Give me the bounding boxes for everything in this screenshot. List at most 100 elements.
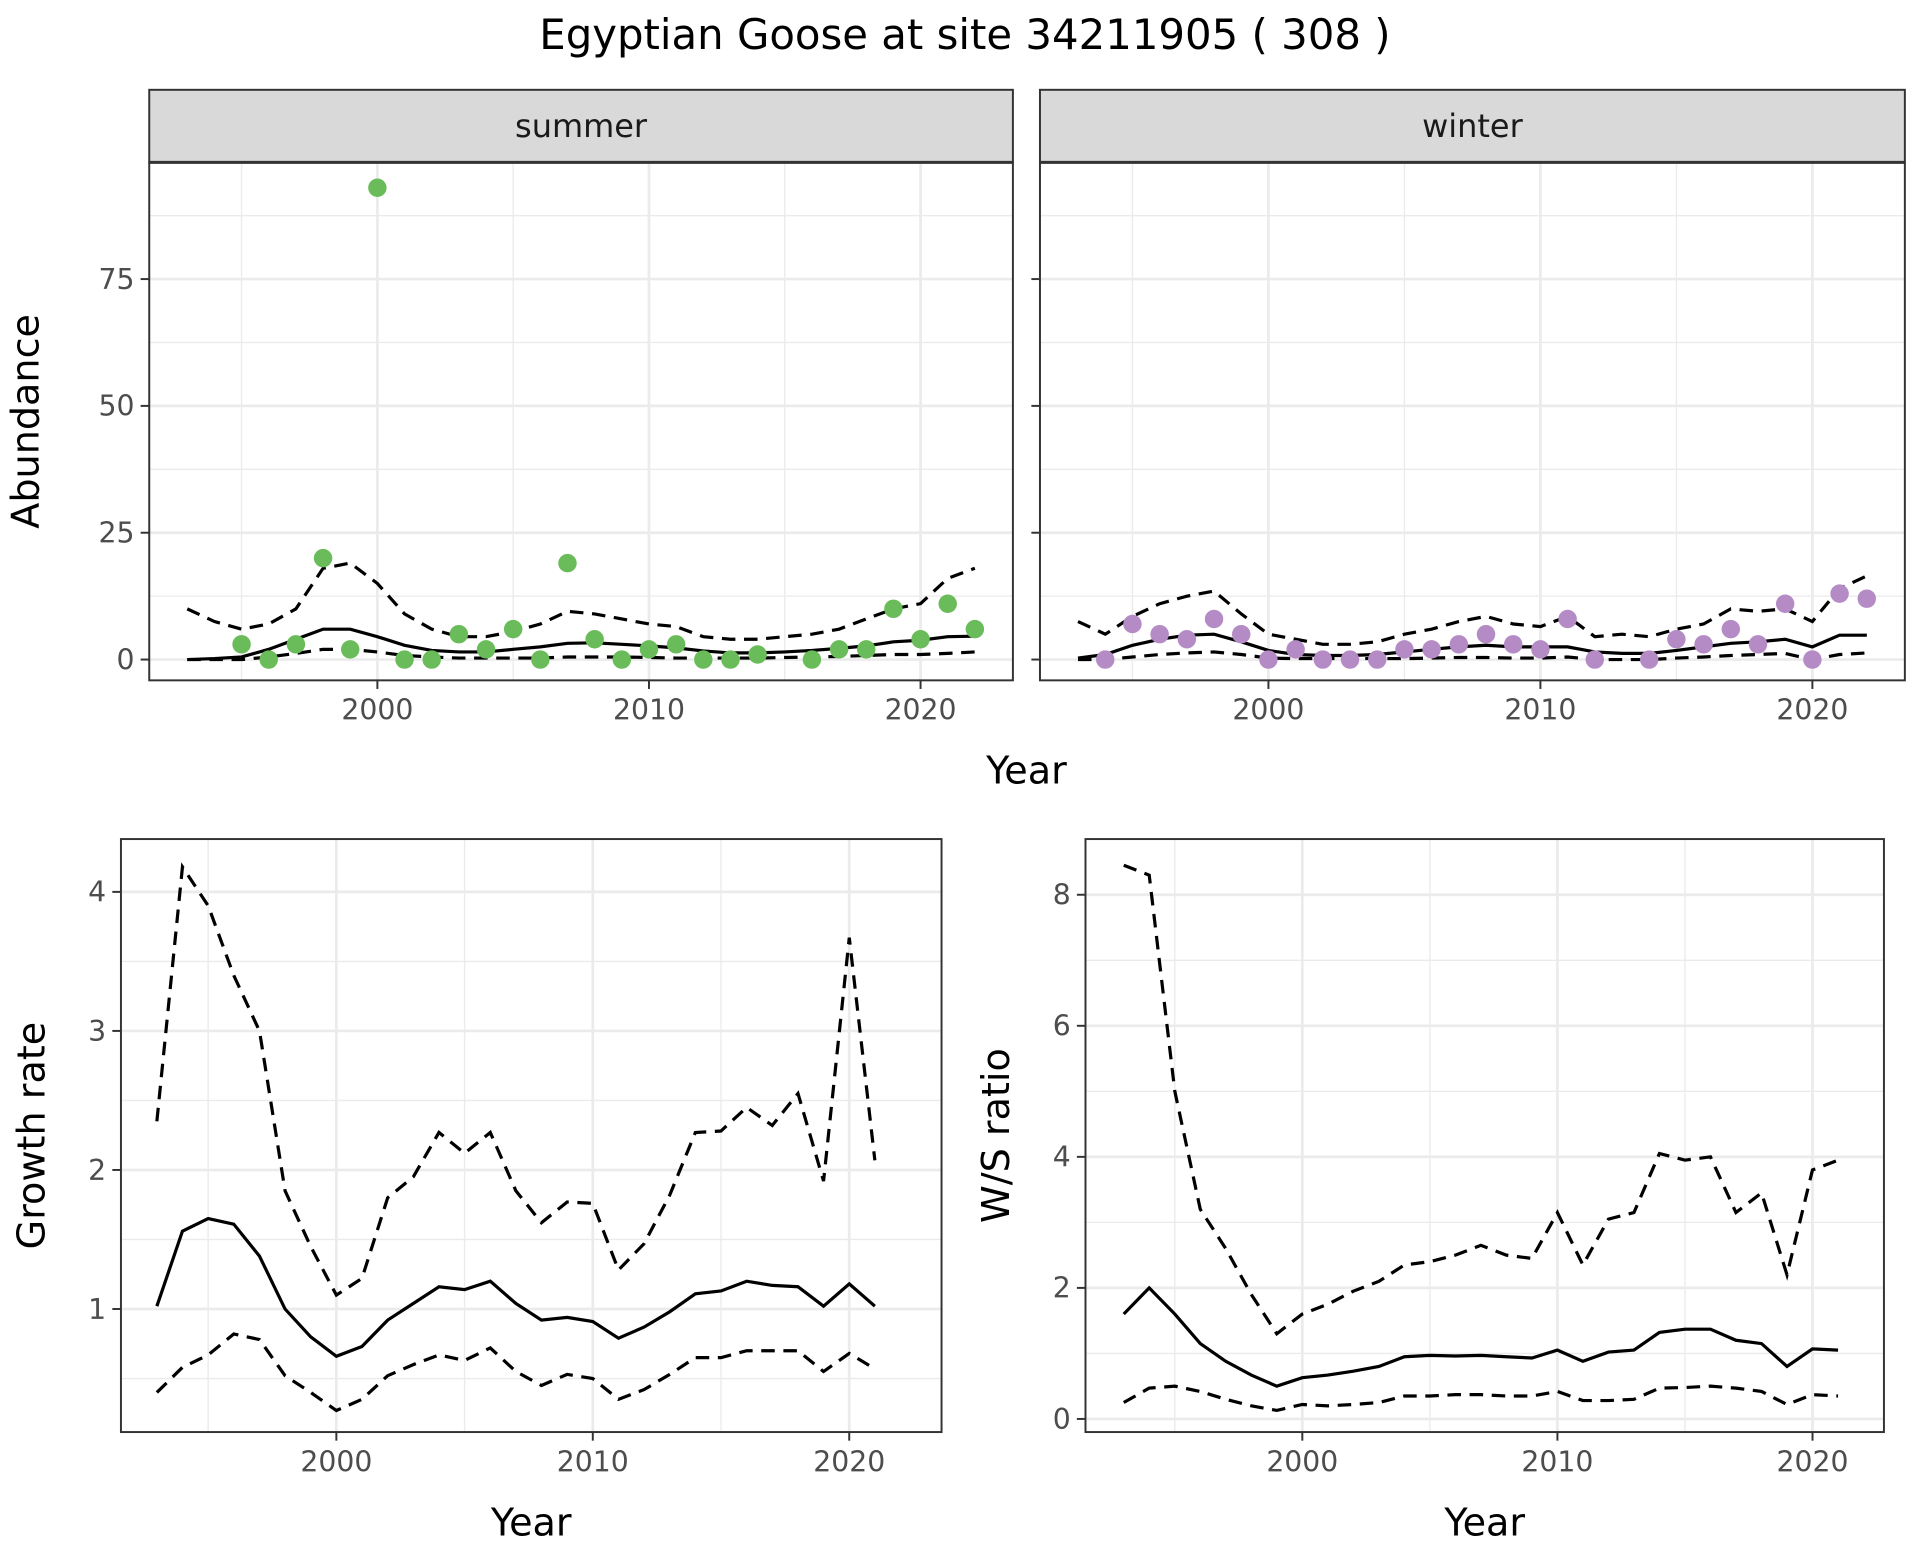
plot-background xyxy=(120,839,942,1433)
data-point xyxy=(1476,624,1496,644)
data-point xyxy=(1694,635,1713,654)
data-point xyxy=(612,650,632,669)
data-point xyxy=(1639,650,1659,669)
data-point xyxy=(1340,650,1360,669)
fit-line xyxy=(1122,1285,1839,1388)
data-point xyxy=(1259,650,1278,669)
y-tick-label: 2 xyxy=(88,1154,106,1187)
data-point xyxy=(1177,630,1197,649)
upper-bound-line xyxy=(1123,863,1839,1337)
data-point xyxy=(1585,650,1605,669)
y-tick-label: 0 xyxy=(1053,1403,1071,1436)
data-point xyxy=(884,599,903,619)
panel-border xyxy=(1084,838,1885,1434)
plot-background xyxy=(149,162,1013,681)
upper-bound-line xyxy=(186,561,976,641)
facet-strip xyxy=(1038,88,1906,164)
data-point xyxy=(259,650,278,669)
data-point xyxy=(449,624,469,644)
data-point xyxy=(938,594,957,613)
x-tick-label: 2020 xyxy=(1777,1445,1849,1478)
x-tick-label: 2010 xyxy=(1504,694,1576,727)
figure-title: Egyptian Goose at site 34211905 ( 308 ) xyxy=(539,10,1390,59)
x-tick-label: 2000 xyxy=(1266,1445,1338,1478)
y-tick-label: 75 xyxy=(98,263,134,296)
data-point xyxy=(965,619,985,639)
upper-bound-line xyxy=(155,862,877,1298)
data-point xyxy=(1313,650,1333,669)
data-point xyxy=(1395,640,1414,659)
panel-growth-rate: 2000 2010 2020 1 2 3 4 Growth rate Year xyxy=(10,838,943,1544)
y-tick-label: 4 xyxy=(88,876,106,909)
data-point xyxy=(911,630,930,649)
panel-border xyxy=(119,838,943,1434)
data-point xyxy=(721,650,740,669)
y-tick-label: 3 xyxy=(88,1015,106,1048)
data-point xyxy=(558,553,577,573)
x-tick-label: 2000 xyxy=(1232,694,1304,727)
data-point xyxy=(1830,584,1849,603)
data-point xyxy=(748,645,767,664)
data-point xyxy=(1748,635,1768,654)
data-point xyxy=(1531,640,1550,659)
data-point xyxy=(340,640,360,659)
data-point xyxy=(1422,640,1441,659)
x-axis-title: Year xyxy=(1443,1500,1525,1544)
y-axis-title: W/S ratio xyxy=(974,1048,1018,1223)
data-point xyxy=(1503,635,1523,654)
data-point xyxy=(829,640,849,659)
y-axis-title: Growth rate xyxy=(10,1022,54,1250)
data-point xyxy=(1449,635,1469,654)
x-axis-title: Year xyxy=(490,1500,572,1544)
data-point xyxy=(313,548,333,568)
panel-w-s-ratio: 2000 2010 2020 0 2 4 6 8 W/S ratio Year xyxy=(974,838,1885,1544)
y-tick-label: 2 xyxy=(1053,1272,1071,1305)
panel-summer: summer 2000 2010 2020 0 25 50 75 Abundance xyxy=(4,88,1014,727)
data-point xyxy=(666,635,686,654)
y-tick-label: 25 xyxy=(98,517,134,550)
data-point xyxy=(1367,650,1387,669)
data-point xyxy=(1096,650,1115,669)
facet-label: summer xyxy=(515,107,648,145)
y-tick-label: 8 xyxy=(1053,879,1071,912)
panel-winter: winter 2000 2010 2020 xyxy=(1031,88,1906,727)
plot-background xyxy=(1039,162,1905,681)
data-point xyxy=(1204,609,1224,629)
lower-bound-line xyxy=(1122,1384,1839,1413)
x-tick-label: 2020 xyxy=(1776,694,1848,727)
x-tick-label: 2010 xyxy=(613,694,685,727)
data-point xyxy=(1150,624,1169,644)
y-axis-title: Abundance xyxy=(4,314,48,529)
data-point xyxy=(1857,589,1877,608)
x-tick-label: 2010 xyxy=(1521,1445,1593,1478)
x-axis-title: Year xyxy=(985,749,1067,793)
data-point xyxy=(531,650,550,669)
data-point xyxy=(286,635,306,654)
data-point xyxy=(503,619,523,639)
x-tick-label: 2000 xyxy=(300,1445,372,1478)
upper-bound-line xyxy=(1077,574,1868,646)
data-point xyxy=(639,640,659,659)
x-tick-label: 2000 xyxy=(341,694,413,727)
data-point xyxy=(368,178,387,197)
plot-background xyxy=(1085,839,1884,1433)
facet-label: winter xyxy=(1422,107,1523,145)
y-tick-label: 4 xyxy=(1053,1141,1071,1174)
y-tick-label: 1 xyxy=(88,1293,106,1326)
data-point xyxy=(1558,609,1577,629)
y-tick-label: 6 xyxy=(1053,1010,1071,1043)
data-point xyxy=(1286,640,1305,659)
data-point xyxy=(1775,594,1795,613)
data-point xyxy=(1123,614,1142,634)
data-point xyxy=(857,640,876,659)
data-point xyxy=(694,650,713,669)
data-point xyxy=(1232,624,1251,644)
x-tick-label: 2020 xyxy=(813,1445,885,1478)
data-point xyxy=(232,635,251,654)
data-point xyxy=(395,650,414,669)
data-point xyxy=(476,640,496,659)
data-point xyxy=(802,650,822,669)
y-tick-label: 0 xyxy=(116,643,134,676)
data-point xyxy=(422,650,441,669)
data-point xyxy=(585,630,604,649)
